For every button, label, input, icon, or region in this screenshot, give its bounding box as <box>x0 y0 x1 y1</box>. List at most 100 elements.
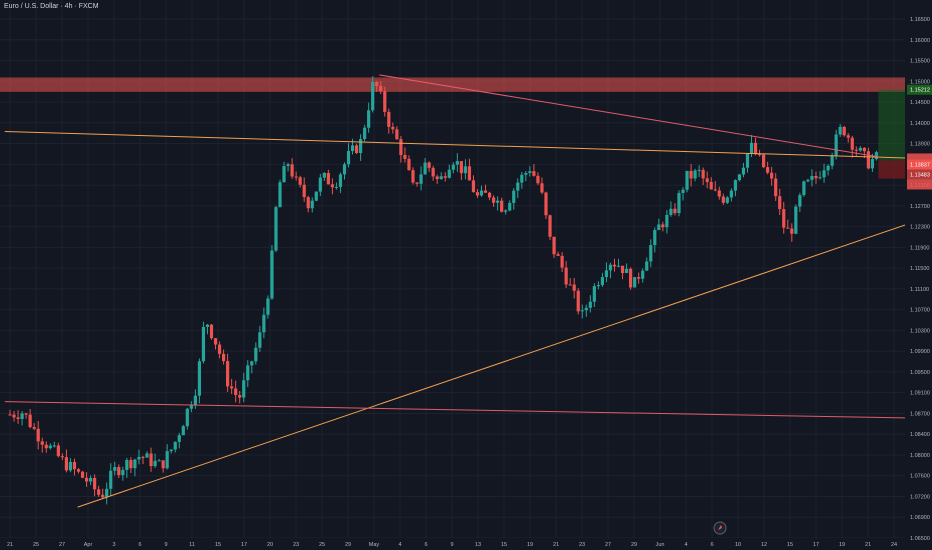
candle-body <box>262 314 266 333</box>
candle-body <box>459 161 463 174</box>
candle-body <box>217 344 222 354</box>
candle-body <box>177 435 181 442</box>
candle-body <box>16 417 20 419</box>
candle-body <box>604 270 609 278</box>
candle-body <box>133 459 137 469</box>
candle-body <box>463 166 467 174</box>
candle-body <box>439 176 443 180</box>
trendline-red-descending[interactable] <box>379 74 882 158</box>
candle-body <box>169 449 173 452</box>
price-tick-label: 1.09100 <box>910 391 930 397</box>
symbol-title[interactable]: Euro / U.S. Dollar · 4h · FXCM <box>4 3 99 10</box>
candle-body <box>28 414 32 428</box>
candle-body <box>701 169 705 179</box>
time-axis-bg <box>0 538 905 550</box>
candle-body <box>173 441 177 450</box>
candle-body <box>64 457 69 471</box>
candle-body <box>20 413 24 419</box>
candle-body <box>435 176 439 180</box>
price-tick-label: 1.06500 <box>910 536 930 542</box>
candle-body <box>830 155 834 166</box>
tradingview-logo-icon[interactable] <box>713 521 727 535</box>
candle-body <box>717 190 721 197</box>
candle-body <box>600 277 605 286</box>
candle-body <box>665 214 669 228</box>
candle-body <box>822 170 826 178</box>
time-tick-label: 25 <box>319 542 325 548</box>
candle-body <box>552 236 556 255</box>
price-tick-label: 1.15000 <box>910 79 930 85</box>
current-price-badge-label: 1.13837 <box>910 162 930 168</box>
candle-body <box>391 126 395 130</box>
candle-body <box>367 110 371 128</box>
candle-body <box>641 270 645 279</box>
candle-body <box>516 182 520 191</box>
price-tick-label: 1.08400 <box>910 432 930 438</box>
candle-body <box>48 445 52 449</box>
candle-body <box>548 215 552 237</box>
current-price-badge <box>907 159 932 170</box>
time-tick-label: 27 <box>605 542 611 548</box>
candle-body <box>443 176 447 178</box>
time-tick-label: 6 <box>424 542 427 548</box>
candle-body <box>802 181 806 196</box>
candle-body <box>790 228 794 234</box>
time-tick-label: 24 <box>891 542 897 548</box>
candles <box>8 76 879 505</box>
candle-body <box>721 196 725 203</box>
candle-body <box>359 139 363 153</box>
candle-body <box>540 183 544 193</box>
price-tick-label: 1.07600 <box>910 474 930 480</box>
candle-body <box>383 91 387 112</box>
price-tick-label: 1.11900 <box>910 245 929 251</box>
candle-body <box>270 250 274 299</box>
candle-body <box>544 192 548 216</box>
price-tick-label: 1.13900 <box>910 142 930 148</box>
time-tick-label: 23 <box>293 542 299 548</box>
candle-body <box>290 164 294 177</box>
resistance-zone[interactable] <box>0 77 905 92</box>
candle-body <box>681 189 685 193</box>
candle-body <box>101 494 105 498</box>
price-tick-label: 1.12700 <box>910 204 930 210</box>
candle-body <box>93 477 97 490</box>
price-tick-label: 1.08700 <box>910 411 930 417</box>
candle-body <box>36 428 40 442</box>
candle-body <box>536 175 540 184</box>
candle-body <box>201 326 206 362</box>
candle-body <box>379 86 383 92</box>
candle-body <box>76 469 81 472</box>
candle-body <box>733 180 737 191</box>
candle-body <box>798 195 802 207</box>
time-axis[interactable]: 21 25 27 Apr 3 6 9 11 15 17 20 23 25 29 May 4 6 9 13 15 19 21… <box>0 538 905 550</box>
trendline-orange-horizontal[interactable] <box>4 130 932 164</box>
time-tick-label: 6 <box>138 542 141 548</box>
trendline-red-lower[interactable] <box>4 401 932 423</box>
time-tick-label: 21 <box>7 542 13 548</box>
time-tick-label: 15 <box>215 542 221 548</box>
candle-body <box>858 147 862 151</box>
time-tick-label: 19 <box>527 542 533 548</box>
candle-body <box>608 264 613 271</box>
candle-body <box>737 174 742 181</box>
candle-body <box>838 126 842 135</box>
time-tick-label: 29 <box>631 542 637 548</box>
candle-body <box>165 451 169 469</box>
candle-body <box>209 324 214 339</box>
candle-body <box>528 171 532 173</box>
time-tick-label: 23 <box>579 542 585 548</box>
candle-body <box>794 206 798 234</box>
price-tick-label: 1.09500 <box>910 370 930 376</box>
candle-body <box>850 137 854 150</box>
candle-body <box>254 347 258 362</box>
candle-body <box>496 200 500 203</box>
candle-body <box>415 182 419 184</box>
candle-body <box>637 277 641 279</box>
candle-body <box>330 184 334 188</box>
trendline-orange-support[interactable] <box>77 191 932 508</box>
candle-body <box>185 408 189 427</box>
price-tick-label: 1.07200 <box>910 494 930 500</box>
candle-body <box>685 170 689 190</box>
price-axis[interactable]: 1.16500 1.16000 1.15500 1.15000 1.14500 1.140… <box>905 0 932 550</box>
